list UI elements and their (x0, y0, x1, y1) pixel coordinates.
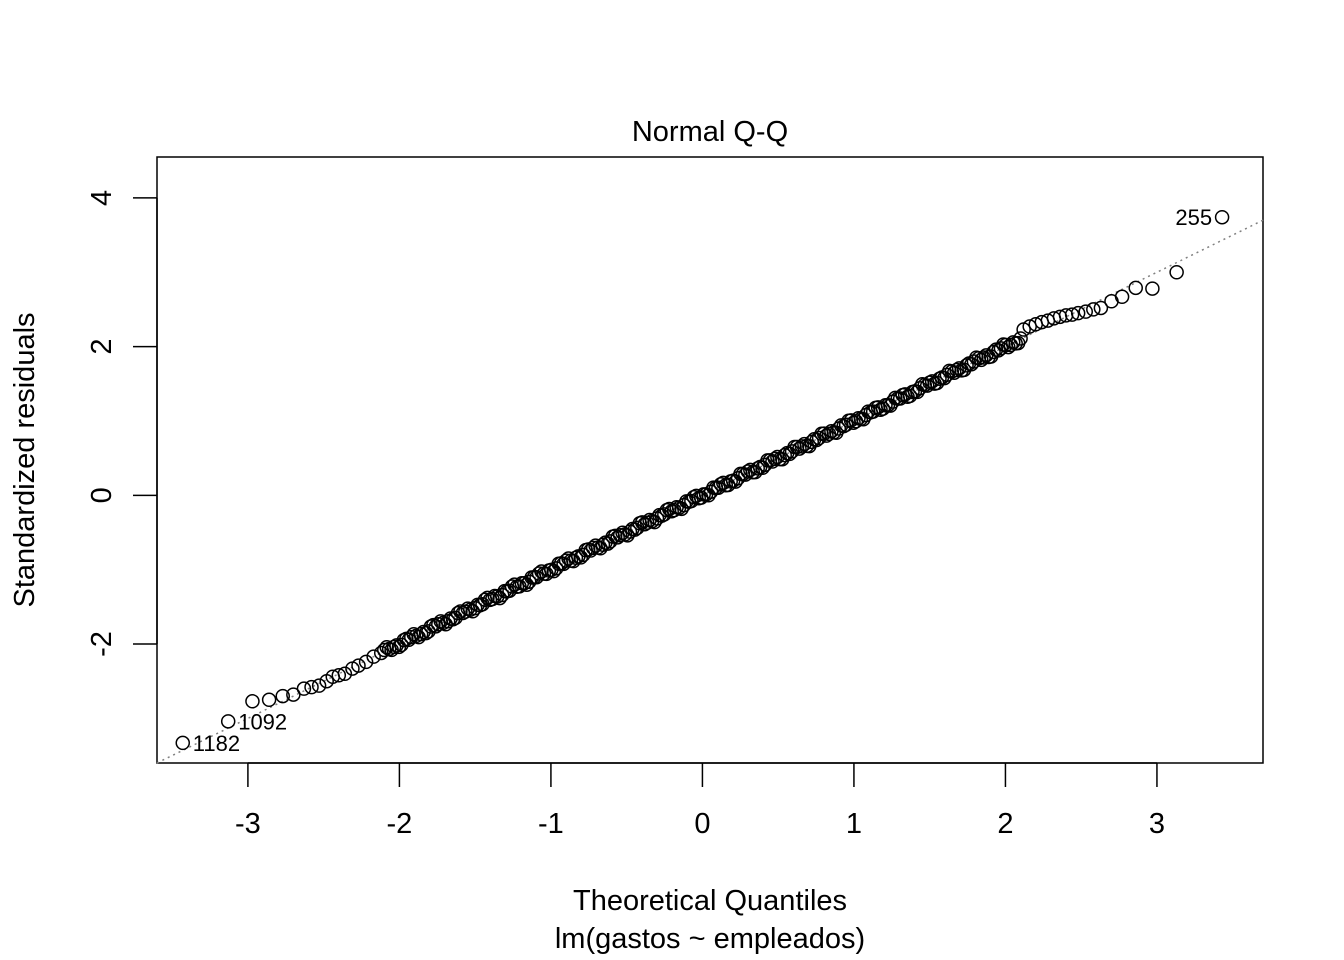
x-tick-label: 2 (997, 808, 1013, 840)
data-point (428, 619, 444, 634)
data-point (377, 642, 392, 658)
data-point (583, 543, 598, 558)
data-point (612, 528, 628, 543)
data-point (747, 464, 763, 480)
data-point (947, 365, 962, 380)
data-point (919, 378, 935, 393)
chart-subtitle: lm(gastos ~ empleados) (555, 923, 865, 955)
data-point (1028, 317, 1043, 332)
data-point (711, 480, 726, 496)
x-tick-label: 1 (846, 808, 862, 840)
data-point (684, 493, 699, 509)
y-tick-label: 4 (86, 190, 118, 206)
data-point (519, 577, 535, 592)
data-point (902, 388, 918, 404)
y-tick-label: -2 (86, 631, 118, 657)
data-point (1128, 280, 1143, 296)
data-point (865, 404, 881, 419)
data-point (455, 605, 471, 621)
data-point (1013, 331, 1028, 346)
point-label: 1182 (193, 731, 240, 756)
data-point (175, 735, 191, 751)
data-point (401, 632, 417, 648)
data-point (1145, 281, 1160, 296)
data-point (261, 692, 277, 708)
data-point (1093, 300, 1109, 316)
data-point (373, 645, 389, 661)
data-point (386, 639, 402, 655)
data-point (974, 352, 989, 368)
data-point (556, 556, 571, 572)
data-points (175, 209, 1230, 751)
data-point (738, 467, 753, 482)
data-point (585, 540, 601, 556)
data-point (275, 688, 291, 704)
y-tick-label: 2 (86, 339, 118, 355)
plot-frame (156, 156, 1264, 764)
data-point (358, 654, 374, 670)
data-point (296, 681, 312, 696)
data-point (337, 666, 353, 682)
y-axis: -2 0 2 4 (86, 190, 158, 657)
data-point (765, 454, 780, 469)
data-point (767, 451, 783, 467)
data-point (740, 464, 756, 479)
data-point (819, 428, 834, 443)
data-point (404, 629, 419, 645)
data-point (366, 649, 381, 664)
y-tick-label: 0 (86, 487, 118, 503)
x-tick-label: 0 (694, 808, 710, 840)
x-axis-label: Theoretical Quantiles (573, 885, 847, 917)
data-point (1169, 265, 1184, 280)
data-point (838, 417, 854, 432)
data-point (836, 418, 851, 434)
x-tick-label: -2 (387, 808, 413, 840)
chart-title: Normal Q-Q (632, 116, 788, 148)
data-point (413, 626, 429, 642)
data-point (949, 362, 964, 378)
data-point (304, 679, 319, 695)
data-point (701, 488, 716, 503)
x-tick-label: -1 (538, 808, 564, 840)
data-point (846, 415, 861, 430)
data-point (494, 587, 510, 603)
data-point (311, 678, 327, 693)
data-point (892, 391, 908, 406)
data-point (1104, 294, 1119, 309)
data-point (1001, 339, 1016, 355)
data-point (728, 474, 743, 489)
data-point (331, 668, 347, 683)
data-point (245, 694, 260, 709)
data-point (546, 563, 562, 579)
data-point (1214, 209, 1230, 225)
point-label: 1092 (238, 709, 287, 734)
data-point (389, 638, 404, 653)
data-point (1016, 322, 1031, 337)
data-point (610, 530, 625, 545)
data-point (1086, 302, 1101, 317)
data-point (792, 441, 807, 456)
x-axis: -3 -2 -1 0 1 2 3 (235, 762, 1165, 840)
data-point (637, 517, 652, 532)
data-point (750, 461, 765, 476)
data-point (351, 658, 366, 673)
data-point (1078, 304, 1093, 319)
point-label: 255 (1175, 205, 1212, 230)
x-tick-label: 3 (1149, 808, 1165, 840)
data-point (573, 550, 589, 565)
y-axis-label: Standardized residuals (9, 312, 41, 607)
data-point (794, 439, 810, 454)
data-point (220, 714, 236, 729)
data-point (720, 477, 736, 493)
data-point (568, 550, 584, 565)
x-tick-label: -3 (235, 808, 261, 840)
